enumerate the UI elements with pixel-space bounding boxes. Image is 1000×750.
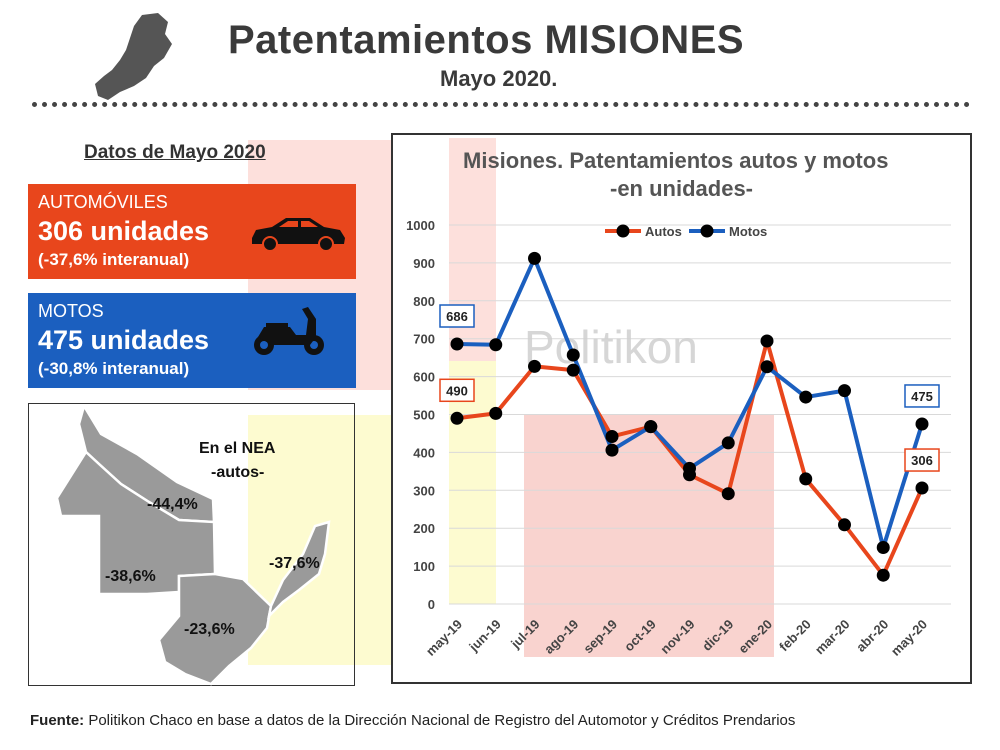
y-tick-label: 700 [413,332,435,347]
data-label: 475 [911,389,933,404]
source-label: Fuente: [30,712,85,729]
y-tick-label: 200 [413,521,435,536]
data-point-autos [760,334,774,348]
data-point-autos [528,359,541,373]
data-point-motos [489,338,503,352]
legend-label-motos: Motos [729,224,767,239]
map-pct-formosa: -44,4% [147,496,198,513]
data-point-autos [450,411,464,425]
data-point-autos [915,481,929,495]
map-subtitle: -autos- [211,464,265,481]
y-tick-label: 100 [413,559,435,574]
data-point-autos [489,406,503,420]
x-tick-label: feb-20 [776,617,814,655]
data-point-motos [799,390,813,404]
motorcycle-icon [254,307,324,355]
nea-map-panel: En el NEA -autos- -44,4% -38,6% -23,6% -… [28,403,355,686]
data-label-box [439,304,475,328]
y-tick-label: 600 [413,370,435,385]
source-text: Politikon Chaco en base a datos de la Di… [84,712,796,729]
data-label: 306 [911,453,933,468]
data-point-motos [721,436,735,450]
map-pct-misiones: -37,6% [269,555,320,572]
data-point-autos [605,429,619,443]
data-point-autos [799,472,813,486]
chart-bg-red-bottom [524,415,774,657]
motos-units: 475 unidades [38,325,210,355]
y-tick-label: 800 [413,294,435,309]
y-tick-label: 400 [413,445,435,460]
y-tick-label: 1000 [406,218,435,233]
motos-change: (-30,8% interanual) [38,359,190,378]
data-point-motos [876,541,890,555]
chart-subtitle: -en unidades- [610,176,754,201]
dotted-divider [32,102,970,107]
map-region-corrientes [157,572,273,686]
map-pct-corrientes: -23,6% [184,621,235,638]
data-label-box [439,378,475,403]
page-subtitle: Mayo 2020. [440,66,558,91]
autos-label: AUTOMÓVILES [38,192,168,212]
data-point-motos [450,337,464,351]
data-point-motos [605,443,619,457]
y-tick-label: 500 [413,408,435,423]
datos-heading: Datos de Mayo 2020 [84,142,266,163]
data-point-motos [644,420,658,434]
data-label: 686 [446,309,468,324]
data-point-motos [838,384,851,398]
autos-summary-box: AUTOMÓVILES 306 unidades (-37,6% interan… [28,184,356,279]
map-title: En el NEA [199,440,276,457]
y-tick-label: 300 [413,483,435,498]
data-point-autos [721,487,735,501]
data-point-autos [566,363,580,377]
data-point-motos [683,461,696,475]
misiones-map-logo [95,13,172,100]
legend-marker-autos [616,224,630,238]
data-point-autos [838,518,851,532]
x-tick-label: mar-20 [812,617,853,658]
data-label: 490 [446,383,468,398]
x-tick-label: may-19 [423,617,465,659]
y-tick-label: 900 [413,256,435,271]
page-title: Patentamientos MISIONES [228,18,745,62]
legend-label-autos: Autos [645,224,682,239]
motos-label: MOTOS [38,301,104,321]
motos-summary-box: MOTOS 475 unidades (-30,8% interanual) [28,293,356,388]
x-tick-label: jun-19 [465,617,503,655]
chart-title: Misiones. Patentamientos autos y motos [463,148,889,173]
data-point-autos [876,568,890,582]
map-region-misiones [266,520,331,620]
car-icon [252,218,345,252]
data-label-box [904,384,940,408]
legend-marker-motos [700,224,714,238]
nea-map [55,404,331,686]
source-note: Fuente: Politikon Chaco en base a datos … [30,712,795,729]
y-tick-label: 0 [428,597,435,612]
data-point-motos [915,417,929,431]
data-label-box [904,448,940,472]
map-pct-chaco: -38,6% [105,568,156,585]
data-point-motos [566,348,580,362]
data-point-motos [528,251,541,265]
chart-watermark: Politikon [524,321,698,373]
chart-frame [391,133,972,684]
x-tick-label: abr-20 [853,617,891,655]
autos-units: 306 unidades [38,216,210,246]
x-tick-label: may-20 [888,617,930,659]
autos-change: (-37,6% interanual) [38,250,190,269]
data-point-motos [760,360,774,374]
line-chart: 0 100 200 300 400 500 600 700 800 900 1000 Politik… [406,138,951,659]
